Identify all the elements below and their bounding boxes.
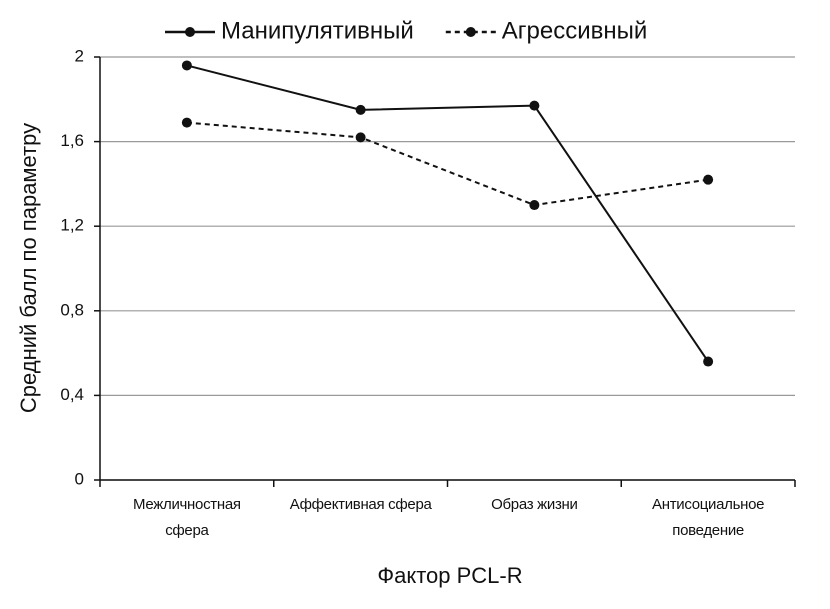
point bbox=[529, 200, 540, 211]
x-tick-label: Межличностная сфера bbox=[133, 496, 241, 539]
legend-label: Агрессивный bbox=[502, 17, 648, 44]
legend-label: Манипулятивный bbox=[221, 17, 414, 44]
legend-marker bbox=[185, 27, 195, 37]
point bbox=[703, 174, 714, 185]
y-tick-label: 2 bbox=[75, 46, 84, 65]
point bbox=[529, 100, 540, 111]
y-tick-label: 0,8 bbox=[60, 300, 84, 319]
point bbox=[703, 356, 714, 367]
y-tick-label: 0,4 bbox=[60, 385, 84, 404]
point bbox=[181, 60, 192, 71]
x-tick-label: Антисоциальное поведение bbox=[652, 496, 765, 539]
y-tick-label: 0 bbox=[75, 469, 84, 488]
x-tick-label: Образ жизни bbox=[491, 496, 578, 513]
y-tick-label: 1,6 bbox=[60, 131, 84, 150]
series-line bbox=[186, 64, 709, 363]
point bbox=[181, 117, 192, 128]
point bbox=[355, 104, 366, 115]
legend-marker bbox=[465, 27, 476, 37]
y-axis-title: Средний балл по параметру bbox=[16, 123, 41, 413]
x-tick-label: Аффективная сфера bbox=[289, 496, 432, 513]
point bbox=[355, 132, 366, 143]
x-axis-title: Фактор PCL-R bbox=[377, 563, 522, 588]
series-line bbox=[186, 121, 709, 207]
y-tick-label: 1,2 bbox=[60, 216, 84, 235]
